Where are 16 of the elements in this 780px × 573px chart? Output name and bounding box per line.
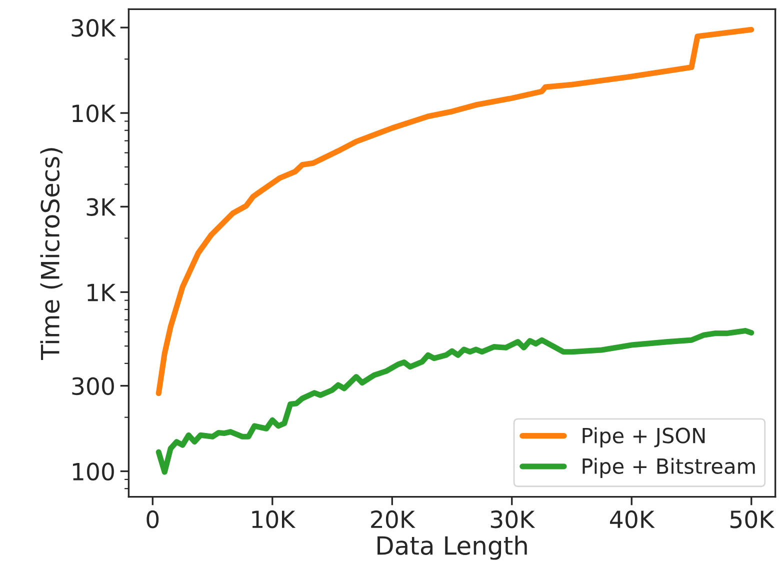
legend-label: Pipe + JSON [582,427,705,448]
x-tick-label: 20K [371,510,416,528]
x-tick-label: 50K [730,510,775,528]
y-tick-label: 30K [72,19,116,37]
x-tick-label: 10K [252,510,296,528]
x-tick-label: 40K [610,510,655,528]
x-tick-label: 30K [490,510,536,528]
y-tick-label: 300 [72,377,114,396]
x-tick-label: 0 [146,510,159,528]
legend-label: Pipe + Bitstream [582,458,755,478]
y-tick-label: 10K [72,104,116,122]
y-tick-label: 100 [73,462,114,481]
y-tick-label: 3K [86,198,116,216]
y-tick-label: 1K [88,284,116,302]
y-axis-title: Time (MicroSecs) [40,148,63,360]
x-axis-title: Data Length [378,536,527,560]
